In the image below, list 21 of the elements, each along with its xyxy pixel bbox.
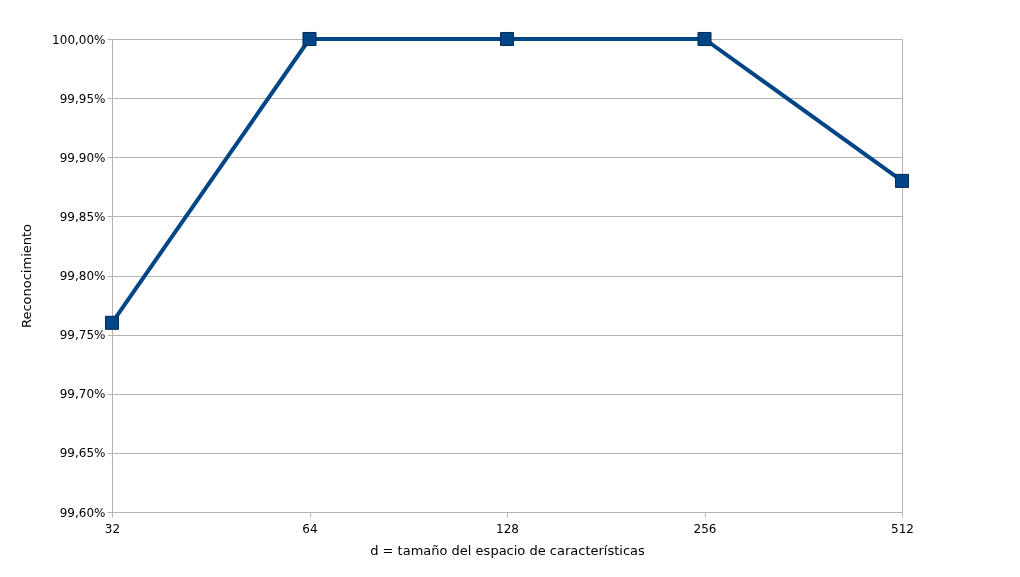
x-tick-label: 64 <box>302 521 318 536</box>
y-tick-label: 99,60% <box>59 505 106 520</box>
point <box>894 173 910 188</box>
y-tick-label: 99,90% <box>59 150 106 165</box>
y-tick-label: 100,00% <box>52 32 106 47</box>
point <box>104 315 120 330</box>
y-tick-label: 99,75% <box>59 328 106 343</box>
x-tick-label: 128 <box>496 521 519 536</box>
point <box>499 31 515 47</box>
point <box>302 31 317 47</box>
y-tick-label: 99,70% <box>59 387 106 402</box>
y-tick-label: 99,80% <box>59 269 106 283</box>
x-tick-label: 256 <box>693 521 717 536</box>
x-tick-label: 32 <box>104 521 121 536</box>
y-tick-label: 99,85% <box>59 209 106 224</box>
y-tick-label: 99,65% <box>59 446 106 461</box>
point <box>697 31 712 47</box>
x-axis-title: d = tamaño del espacio de características <box>370 542 646 558</box>
y-axis-title: Reconocimiento <box>19 223 35 329</box>
y-tick-label: 99,95% <box>59 91 106 106</box>
x-tick-label: 512 <box>891 521 914 536</box>
